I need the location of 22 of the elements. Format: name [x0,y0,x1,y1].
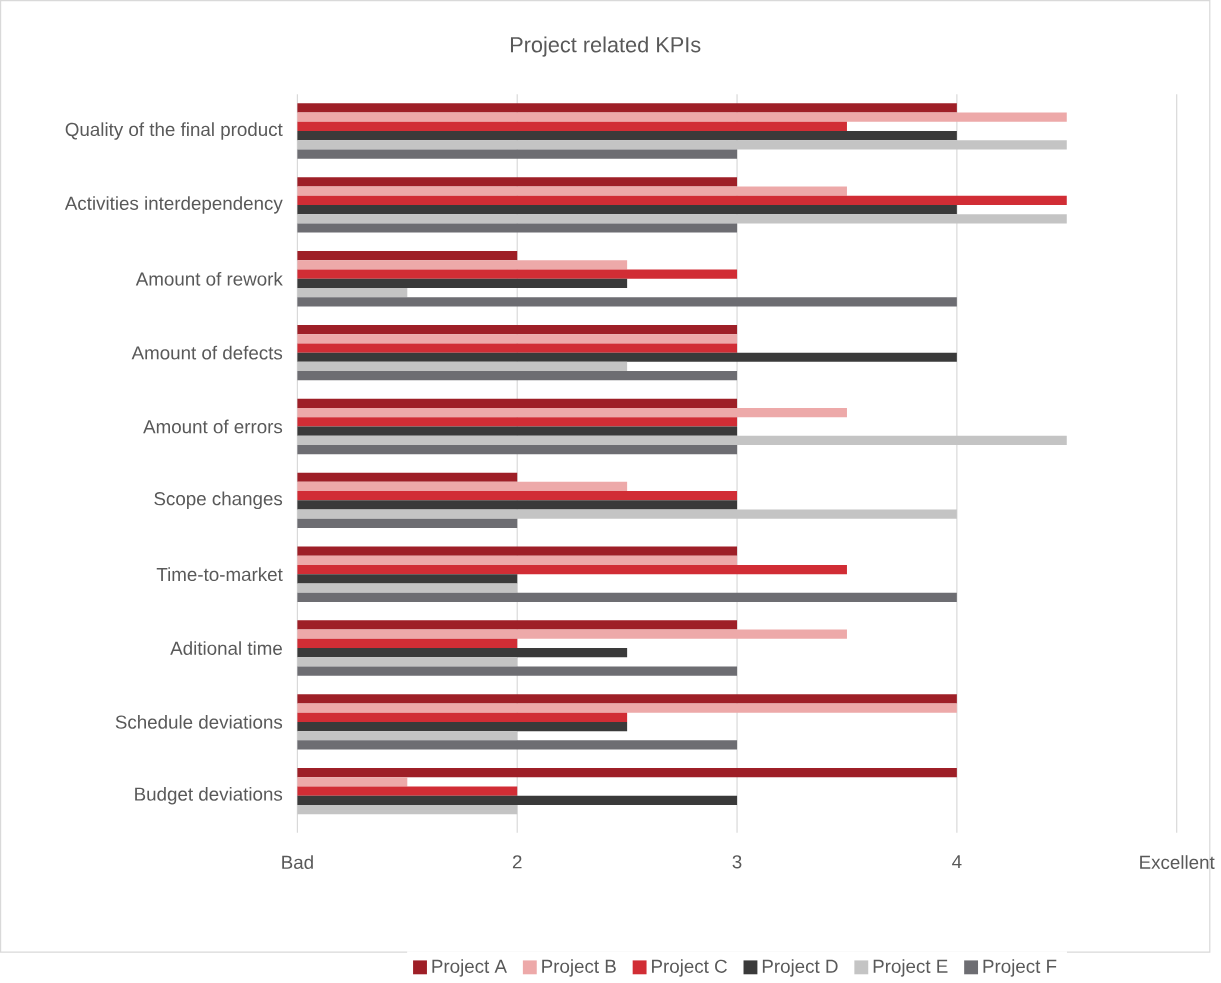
chart-title: Project related KPIs [510,36,701,57]
legend-label: Project D [762,958,838,977]
legend-label: Project F [983,958,1057,977]
legend-label: Project A [432,958,507,977]
x-tick-label: Bad [282,854,313,869]
y-tick-label: Quality of the final product [65,122,283,140]
x-tick-label: 4 [952,854,962,868]
y-tick-label: Budget deviations [135,786,283,805]
legend-label: Project B [542,958,616,977]
y-tick-label: Amount of defects [131,345,283,360]
y-tick-label: Time-to-market [156,567,283,581]
y-tick-label: Amount of rework [135,271,283,286]
x-tick-label: 3 [732,854,742,869]
y-tick-label: Activities interdependency [64,195,283,214]
y-tick-label: Aditional time [170,640,282,655]
legend-label: Project C [652,958,727,977]
x-tick-label: Excellent [1140,854,1215,869]
y-tick-label: Scope changes [154,491,283,509]
legend-label: Project E [873,958,948,977]
y-tick-label: Schedule deviations [115,714,283,729]
y-tick-label: Amount of errors [143,419,283,434]
x-tick-label: 2 [512,854,522,869]
